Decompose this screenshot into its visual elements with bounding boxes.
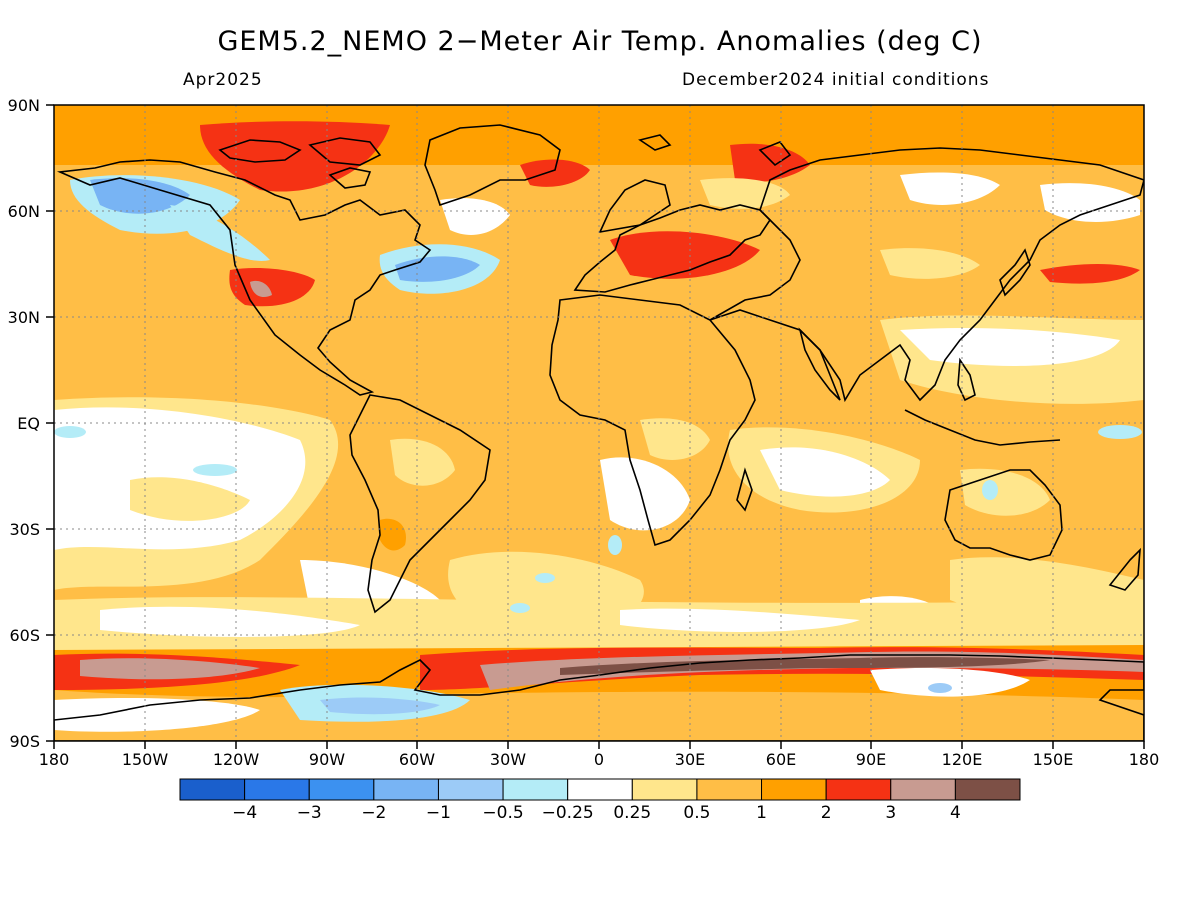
graticule: [54, 105, 1144, 741]
colorbar-label: −4: [232, 803, 258, 823]
colorbar-swatch: [502, 778, 569, 801]
axis-ticks: [46, 104, 1145, 749]
colorbar-swatch: [244, 778, 310, 801]
colorbar-swatch: [179, 778, 246, 801]
colorbar-label: −3: [296, 803, 322, 823]
initial-conditions: December2024 initial conditions: [682, 70, 990, 90]
lat-label-90n: 90N: [7, 96, 40, 115]
map-title: GEM5.2_NEMO 2−Meter Air Temp. Anomalies …: [217, 26, 983, 57]
lon-label-120e: 120E: [941, 750, 983, 769]
colorbar-swatch: [825, 778, 892, 801]
lon-label-30w: 30W: [489, 750, 527, 769]
colorbar: [179, 778, 1021, 801]
coastlines: [54, 124, 1144, 741]
colorbar-label: 4: [949, 803, 961, 823]
colorbar-label: −2: [361, 803, 387, 823]
lat-label-60n: 60N: [7, 202, 40, 221]
colorbar-swatch: [437, 778, 504, 801]
lat-label-90s: 90S: [9, 732, 40, 751]
colorbar-label: 0.5: [683, 803, 711, 823]
lon-label-180w: 180: [38, 750, 70, 769]
colorbar-swatch: [954, 778, 1021, 801]
colorbar-swatch: [567, 778, 633, 801]
lon-label-60e: 60E: [765, 750, 797, 769]
colorbar-label: 3: [885, 803, 897, 823]
lon-label-30e: 30E: [674, 750, 706, 769]
colorbar-label: 0.25: [613, 803, 652, 823]
colorbar-label: −0.5: [482, 803, 524, 823]
lon-label-90w: 90W: [308, 750, 346, 769]
colorbar-label: 2: [820, 803, 832, 823]
lat-label-30n: 30N: [7, 308, 40, 327]
colorbar-swatch: [373, 778, 439, 801]
lat-label-30s: 30S: [9, 520, 40, 539]
lat-label-60s: 60S: [9, 626, 40, 645]
anomaly-field: [54, 105, 1144, 741]
colorbar-swatch: [696, 778, 763, 801]
lon-label-120w: 120W: [212, 750, 260, 769]
colorbar-label: −1: [425, 803, 451, 823]
lon-label-150e: 150E: [1032, 750, 1074, 769]
lon-label-150w: 150W: [121, 750, 169, 769]
lon-label-60w: 60W: [398, 750, 436, 769]
colorbar-label: −0.25: [541, 803, 594, 823]
colorbar-swatch: [890, 778, 956, 801]
colorbar-swatch: [761, 778, 827, 801]
colorbar-swatch: [308, 778, 375, 801]
forecast-month: Apr2025: [183, 70, 263, 90]
colorbar-label: 1: [756, 803, 767, 823]
lat-label-eq: EQ: [17, 414, 40, 433]
colorbar-swatch: [631, 778, 698, 801]
lon-label-0: 0: [593, 750, 605, 769]
lon-label-180e: 180: [1128, 750, 1160, 769]
lon-label-90e: 90E: [855, 750, 887, 769]
